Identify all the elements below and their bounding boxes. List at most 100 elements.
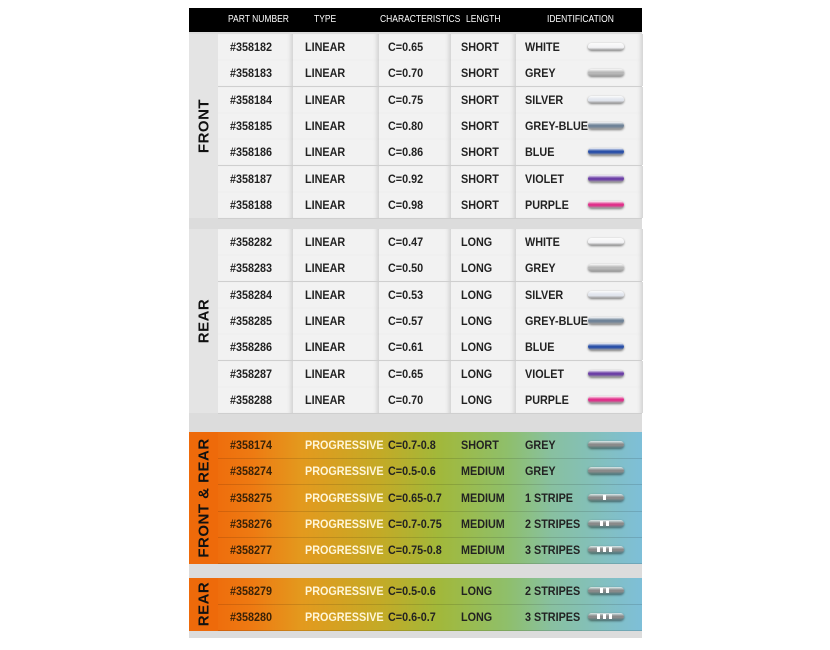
color-band-icon [588, 238, 624, 245]
stripe-mark [609, 547, 612, 553]
characteristics: C=0.98 [388, 197, 424, 212]
cell-divider [515, 191, 643, 218]
section-label-text: FRONT [195, 98, 212, 154]
color-band-icon [588, 441, 624, 448]
part-number: #358277 [230, 543, 273, 558]
cell-divider [515, 112, 643, 139]
table-row: #358275 PROGRESSIVE C=0.65-0.7 MEDIUM 1 STRI… [218, 485, 642, 512]
color-band-icon [588, 395, 624, 403]
identification: 2 STRIPES [525, 516, 581, 531]
cell-divider [378, 334, 451, 361]
cell-divider [292, 334, 379, 361]
color-band-icon [588, 264, 624, 272]
length: MEDIUM [461, 490, 505, 505]
characteristics: C=0.5-0.6 [388, 464, 436, 479]
table-row: #358186 LINEAR C=0.86 SHORT BLUE [218, 139, 643, 167]
identification: PURPLE [525, 197, 569, 212]
cell-divider [515, 229, 643, 255]
identification: 3 STRIPES [525, 610, 581, 625]
cell-divider [218, 360, 293, 387]
section-label: FRONT & REAR [189, 432, 218, 564]
type: PROGRESSIVE [305, 610, 384, 625]
length: SHORT [461, 40, 499, 54]
type: LINEAR [305, 366, 346, 381]
cell-divider [378, 112, 451, 139]
part-number: #358283 [230, 261, 273, 276]
length: MEDIUM [461, 543, 505, 558]
length: SHORT [461, 438, 499, 452]
part-number: #358282 [230, 235, 273, 249]
cell-divider [378, 191, 451, 218]
color-band-icon [588, 95, 624, 103]
cell-divider [378, 86, 451, 113]
table-row: #358185 LINEAR C=0.80 SHORT GREY-BLUE [218, 112, 643, 140]
characteristics: C=0.7-0.8 [388, 438, 436, 452]
stripe-mark [603, 494, 606, 500]
section-rear: REAR #358279 PROGRESSIVE C=0.5-0.6 LONG 2 STR… [189, 578, 642, 632]
cell-divider [218, 34, 293, 60]
identification: 3 STRIPES [525, 543, 581, 558]
cell-divider [450, 281, 516, 308]
cell-divider [218, 139, 293, 166]
part-number: #358186 [230, 145, 273, 160]
type: LINEAR [305, 92, 346, 107]
stripe-mark [603, 614, 606, 620]
identification: GREY [525, 438, 556, 452]
cell-divider [292, 191, 379, 218]
table-row: #358284 LINEAR C=0.53 LONG SILVER [218, 281, 643, 309]
cell-divider [218, 112, 293, 139]
part-number: #358183 [230, 66, 273, 81]
characteristics: C=0.70 [388, 66, 424, 81]
color-band-icon [588, 200, 624, 208]
cell-divider [515, 255, 643, 282]
cell-divider [515, 334, 643, 361]
cell-divider [378, 229, 451, 255]
identification: 1 STRIPE [525, 490, 574, 505]
table-row: #358283 LINEAR C=0.50 LONG GREY [218, 255, 643, 283]
length: SHORT [461, 171, 499, 186]
table-row: #358187 LINEAR C=0.92 SHORT VIOLET [218, 165, 643, 193]
cell-divider [450, 255, 516, 282]
length: MEDIUM [461, 464, 505, 479]
stripe-mark [597, 547, 600, 553]
stripe-mark [597, 614, 600, 620]
characteristics: C=0.57 [388, 313, 424, 328]
type: PROGRESSIVE [305, 464, 384, 479]
color-band-icon [588, 290, 624, 298]
cell-divider [292, 86, 379, 113]
length: LONG [461, 610, 493, 625]
part-number: #358280 [230, 610, 273, 625]
cell-divider [378, 165, 451, 192]
cell-divider [218, 255, 293, 282]
part-number: #358275 [230, 490, 273, 505]
color-band-icon [588, 546, 624, 554]
cell-divider [378, 307, 451, 334]
type: LINEAR [305, 313, 346, 328]
cell-divider [450, 60, 516, 87]
color-band-icon [588, 174, 624, 182]
cell-divider [218, 86, 293, 113]
table-row: #358174 PROGRESSIVE C=0.7-0.8 SHORT GREY [218, 432, 642, 459]
characteristics: C=0.6-0.7 [388, 610, 436, 625]
cell-divider [378, 386, 451, 413]
type: LINEAR [305, 392, 346, 407]
section-label: REAR [189, 229, 218, 414]
table-row: #358282 LINEAR C=0.47 LONG WHITE [218, 229, 643, 256]
table-row: #358276 PROGRESSIVE C=0.7-0.75 MEDIUM 2 STRI… [218, 511, 642, 538]
cell-divider [292, 255, 379, 282]
color-band-icon [588, 343, 624, 351]
characteristics: C=0.70 [388, 392, 424, 407]
length: SHORT [461, 92, 499, 107]
stripe-mark [603, 547, 606, 553]
identification: VIOLET [525, 171, 565, 186]
type: LINEAR [305, 171, 346, 186]
cell-divider [515, 165, 643, 192]
cell-divider [515, 60, 643, 87]
table-row: #358277 PROGRESSIVE C=0.75-0.8 MEDIUM 3 STRI… [218, 537, 642, 565]
characteristics: C=0.75 [388, 92, 424, 107]
part-number: #358284 [230, 287, 273, 302]
length: SHORT [461, 197, 499, 212]
cell-divider [450, 386, 516, 413]
length: LONG [461, 340, 493, 355]
identification: BLUE [525, 145, 555, 160]
